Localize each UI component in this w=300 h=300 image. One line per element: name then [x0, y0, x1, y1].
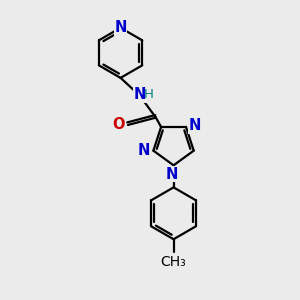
- Text: CH₃: CH₃: [161, 255, 186, 269]
- Text: N: N: [114, 20, 127, 35]
- Text: N: N: [166, 167, 178, 182]
- Text: O: O: [112, 118, 124, 133]
- Text: N: N: [138, 143, 150, 158]
- Text: H: H: [144, 88, 154, 100]
- Text: N: N: [134, 87, 146, 102]
- Text: N: N: [189, 118, 201, 133]
